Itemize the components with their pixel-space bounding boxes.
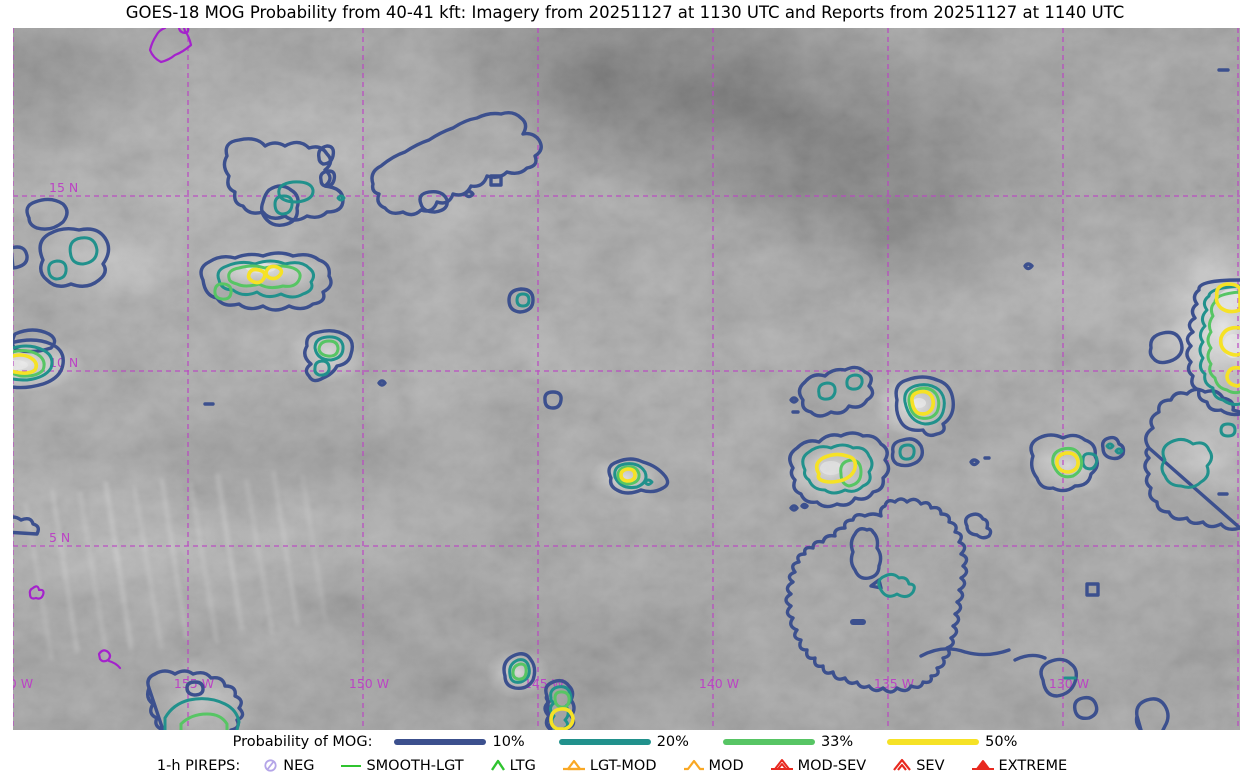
cloud-streaks <box>23 470 328 661</box>
satellite-map: 15 N 10 N 5 N 160 W 155 W 150 W 145 W 14… <box>13 28 1240 730</box>
legend-item-label: LGT-MOD <box>589 757 657 774</box>
probability-legend-row: Probability of MOG: 10% 20% 33% 50% <box>0 734 1250 750</box>
double-caret-icon <box>893 758 912 771</box>
legend-item-20pct: 20% <box>558 734 689 750</box>
pireps-legend-row: 1-h PIREPS: NEG SMOOTH-LGT <box>0 757 1250 774</box>
coastline-small-island-2 <box>97 649 122 670</box>
legend-item-10pct: 10% <box>394 734 525 750</box>
lat-label: 15 N <box>49 180 78 195</box>
legend-item-33pct: 33% <box>722 734 854 750</box>
legend-item-ltg: LTG <box>490 757 536 774</box>
legend-item-label: SEV <box>916 757 945 774</box>
legend-item-label: 20% <box>656 734 689 750</box>
legend-item-sev: SEV <box>892 757 945 774</box>
lat-label: 5 N <box>49 530 70 545</box>
legend-item-label: NEG <box>283 757 315 774</box>
legend-item-label: 50% <box>985 734 1018 750</box>
horizontal-line-icon <box>341 765 362 767</box>
latlon-grid-lines <box>13 28 1240 730</box>
probability-contours-10pct <box>13 68 1240 730</box>
probability-contours-20pct <box>13 180 1240 730</box>
contour-swatch-20pct <box>558 739 651 745</box>
coastline-small-island-1 <box>28 585 45 600</box>
legend-item-label: 33% <box>820 734 854 750</box>
lon-label: 130 W <box>1049 676 1089 691</box>
legend-item-label: MOD-SEV <box>797 757 867 774</box>
legend-item-mod: MOD <box>683 757 744 774</box>
legend-item-label: EXTREME <box>998 757 1068 774</box>
probability-contours-33pct <box>13 264 1240 730</box>
coastline-hawaii-notch <box>177 28 190 35</box>
map-canvas: 15 N 10 N 5 N 160 W 155 W 150 W 145 W 14… <box>13 28 1240 730</box>
lon-label: 150 W <box>349 676 389 691</box>
legend-item-extreme: EXTREME <box>971 757 1068 774</box>
coastline-hawaii-island <box>148 28 193 64</box>
legend: Probability of MOG: 10% 20% 33% 50% 1-h … <box>0 730 1250 782</box>
contour-swatch-33pct <box>722 739 815 745</box>
triangle-outline-icon <box>562 759 585 771</box>
legend-item-label: LTG <box>509 757 536 774</box>
legend-item-smooth-lgt: SMOOTH-LGT <box>340 757 464 774</box>
legend-item-label: MOD <box>708 757 744 774</box>
legend-item-neg: NEG <box>262 757 314 774</box>
probability-legend-label: Probability of MOG: <box>232 734 373 750</box>
contour-swatch-50pct <box>887 739 980 745</box>
legend-item-mod-sev: MOD-SEV <box>770 757 867 774</box>
lon-label: 160 W <box>13 676 33 691</box>
legend-item-label: SMOOTH-LGT <box>366 757 464 774</box>
legend-item-50pct: 50% <box>887 734 1017 750</box>
filled-triangle-icon <box>971 760 994 770</box>
circle-slash-icon <box>264 759 277 772</box>
satellite-imagery-background <box>13 28 1240 730</box>
pireps-legend-label: 1-h PIREPS: <box>156 757 241 774</box>
legend-item-label: 10% <box>492 734 525 750</box>
probability-contours-50pct <box>13 264 1240 730</box>
page-title: GOES-18 MOG Probability from 40-41 kft: … <box>125 3 1125 22</box>
lon-label: 140 W <box>699 676 739 691</box>
caret-icon <box>490 759 505 771</box>
caret-base-icon <box>683 759 704 771</box>
contour-swatch-10pct <box>394 739 487 745</box>
coastlines <box>28 28 193 670</box>
legend-item-lgt-mod: LGT-MOD <box>562 757 657 774</box>
triangle-caret-icon <box>770 759 793 770</box>
